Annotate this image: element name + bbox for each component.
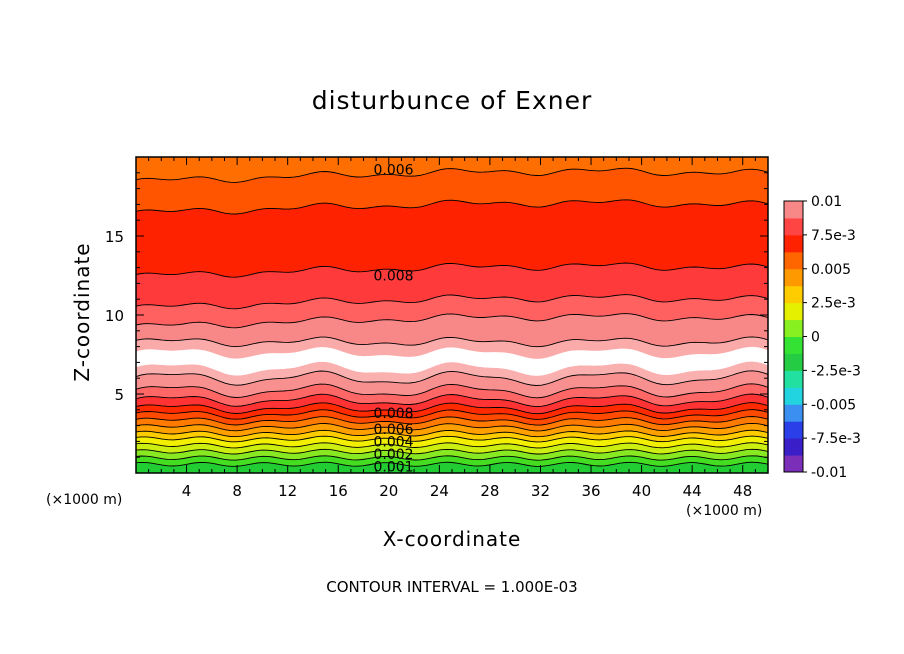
colorbar-swatch <box>784 336 803 354</box>
colorbar-label: 2.5e-3 <box>811 296 856 312</box>
y-tick-label: 5 <box>114 386 124 404</box>
x-tick-label: 44 <box>683 482 702 500</box>
colorbar-label: -0.005 <box>811 397 856 413</box>
contour-line-20 <box>136 167 768 183</box>
contour-line-5 <box>136 429 768 438</box>
x-tick-label: 32 <box>531 482 550 500</box>
chart-title: disturbunce of Exner <box>311 86 593 115</box>
contour-line-6 <box>136 422 768 432</box>
y-tick-label: 15 <box>105 228 124 246</box>
colorbar-swatch <box>784 234 803 253</box>
x-tick-label: 4 <box>182 482 192 500</box>
colorbar-label: 7.5e-3 <box>811 228 856 244</box>
contour-label-2: 0.008 <box>373 406 413 422</box>
colorbar-swatch <box>784 353 803 371</box>
x-tick-label: 8 <box>232 482 242 500</box>
contour-line-8 <box>136 409 768 420</box>
contour-band-11 <box>136 383 768 407</box>
contour-label-0: 0.006 <box>373 163 413 179</box>
contour-interval: CONTOUR INTERVAL = 1.000E-03 <box>326 578 578 596</box>
contour-line-15 <box>136 336 768 348</box>
colorbar-label: 0.005 <box>811 262 851 278</box>
contour-label-6: 0.001 <box>373 460 413 476</box>
contour-line-1 <box>136 455 768 461</box>
contour-band-14 <box>136 346 768 376</box>
contour-line-19 <box>136 199 768 215</box>
contour-band-21 <box>136 157 768 183</box>
contour-line-9 <box>136 402 768 415</box>
contour-line-12 <box>136 370 768 386</box>
contour-line-7 <box>136 416 768 426</box>
contour-band-18 <box>136 263 768 309</box>
contour-band-3 <box>136 442 768 454</box>
colorbar-swatch <box>784 302 803 321</box>
contour-band-9 <box>136 402 768 420</box>
colorbar-swatch <box>784 201 803 219</box>
contour-band-2 <box>136 449 768 461</box>
contour-line-2 <box>136 448 768 455</box>
contour-fill-group <box>136 157 768 473</box>
contour-label-1: 0.008 <box>373 269 413 285</box>
y-tick-label: 10 <box>105 307 124 325</box>
colorbar-label: -2.5e-3 <box>811 363 861 379</box>
colorbar-swatch <box>784 387 803 405</box>
contour-band-13 <box>136 361 768 386</box>
colorbar-swatch <box>784 404 803 422</box>
contour-band-17 <box>136 294 768 328</box>
contour-line-0 <box>136 461 768 467</box>
colorbar-label: 0.01 <box>811 194 842 210</box>
contour-line-11 <box>136 383 768 399</box>
contour-band-10 <box>136 394 768 414</box>
contour-line-4 <box>136 435 768 443</box>
contour-line-3 <box>136 442 768 449</box>
contour-line-18 <box>136 262 768 278</box>
contour-label-5: 0.002 <box>373 447 413 463</box>
x-tick-label: 24 <box>430 482 449 500</box>
contour-line-10 <box>136 393 768 408</box>
colorbar-swatch <box>784 217 803 236</box>
contour-band-19 <box>136 199 768 278</box>
contour-band-16 <box>136 313 768 347</box>
contour-band-0 <box>136 462 768 473</box>
x-tick-label: 16 <box>329 482 348 500</box>
colorbar-label: -0.01 <box>811 465 847 481</box>
colorbar-swatch <box>784 268 803 287</box>
x-unit-label: (×1000 m) <box>686 503 763 519</box>
x-tick-label: 48 <box>733 482 752 500</box>
x-axis-label: X-coordinate <box>382 527 522 551</box>
contour-band-1 <box>136 455 768 467</box>
contour-label-4: 0.004 <box>373 434 413 450</box>
colorbar-swatch <box>784 438 803 456</box>
colorbar-swatch <box>784 421 803 439</box>
x-tick-label: 40 <box>632 482 651 500</box>
colorbar-swatch <box>784 285 803 304</box>
colorbar-swatch <box>784 370 803 388</box>
x-tick-label: 12 <box>278 482 297 500</box>
x-tick-label: 20 <box>379 482 398 500</box>
x-tick-label: 28 <box>480 482 499 500</box>
x-tick-label: 36 <box>581 482 600 500</box>
contour-band-20 <box>136 168 768 214</box>
y-unit-label: (×1000 m) <box>46 492 123 508</box>
contour-line-17 <box>136 294 768 310</box>
contour-line-16 <box>136 313 768 329</box>
colorbar-swatch <box>784 319 803 337</box>
colorbar-label: 0 <box>811 330 820 346</box>
colorbar-label: -7.5e-3 <box>811 431 861 447</box>
contour-label-3: 0.006 <box>373 422 413 438</box>
colorbar-swatch <box>784 251 803 270</box>
colorbar-swatch <box>784 455 803 473</box>
